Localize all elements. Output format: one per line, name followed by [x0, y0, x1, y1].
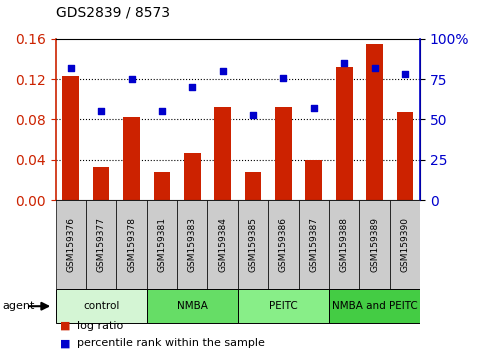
Point	[97, 109, 105, 114]
Bar	[123, 118, 140, 200]
Bar	[359, 200, 390, 289]
Bar	[147, 289, 238, 323]
Text: GSM159377: GSM159377	[97, 217, 106, 272]
Bar	[366, 44, 383, 200]
Bar	[86, 200, 116, 289]
Text: GDS2839 / 8573: GDS2839 / 8573	[56, 5, 170, 19]
Bar	[268, 200, 298, 289]
Bar	[390, 200, 420, 289]
Bar	[329, 289, 420, 323]
Text: NMBA and PEITC: NMBA and PEITC	[332, 301, 417, 311]
Point	[128, 76, 135, 82]
Text: NMBA: NMBA	[177, 301, 208, 311]
Text: ■: ■	[60, 321, 71, 331]
Text: GSM159386: GSM159386	[279, 217, 288, 272]
Bar	[214, 107, 231, 200]
Bar	[305, 160, 322, 200]
Bar	[208, 200, 238, 289]
Bar	[93, 167, 110, 200]
Bar	[56, 289, 147, 323]
Text: GSM159385: GSM159385	[249, 217, 257, 272]
Bar	[238, 289, 329, 323]
Text: GSM159387: GSM159387	[309, 217, 318, 272]
Text: agent: agent	[2, 301, 35, 311]
Text: GSM159384: GSM159384	[218, 217, 227, 272]
Point	[280, 75, 287, 80]
Point	[401, 72, 409, 77]
Text: GSM159389: GSM159389	[370, 217, 379, 272]
Bar	[245, 172, 261, 200]
Point	[310, 105, 318, 111]
Point	[341, 60, 348, 66]
Point	[158, 109, 166, 114]
Bar	[275, 107, 292, 200]
Bar	[177, 200, 208, 289]
Text: GSM159388: GSM159388	[340, 217, 349, 272]
Bar	[62, 76, 79, 200]
Text: GSM159378: GSM159378	[127, 217, 136, 272]
Point	[67, 65, 74, 71]
Text: log ratio: log ratio	[77, 321, 124, 331]
Text: GSM159381: GSM159381	[157, 217, 167, 272]
Text: control: control	[83, 301, 119, 311]
Bar	[147, 200, 177, 289]
Bar	[298, 200, 329, 289]
Point	[188, 85, 196, 90]
Text: GSM159376: GSM159376	[66, 217, 75, 272]
Bar	[238, 200, 268, 289]
Point	[249, 112, 257, 118]
Bar	[116, 200, 147, 289]
Text: GSM159390: GSM159390	[400, 217, 410, 272]
Text: GSM159383: GSM159383	[188, 217, 197, 272]
Bar	[184, 153, 200, 200]
Bar	[336, 67, 353, 200]
Text: ■: ■	[60, 338, 71, 348]
Text: PEITC: PEITC	[269, 301, 298, 311]
Bar	[154, 172, 170, 200]
Point	[371, 65, 379, 71]
Bar	[397, 113, 413, 200]
Point	[219, 68, 227, 74]
Bar	[329, 200, 359, 289]
Bar	[56, 200, 86, 289]
Text: percentile rank within the sample: percentile rank within the sample	[77, 338, 265, 348]
